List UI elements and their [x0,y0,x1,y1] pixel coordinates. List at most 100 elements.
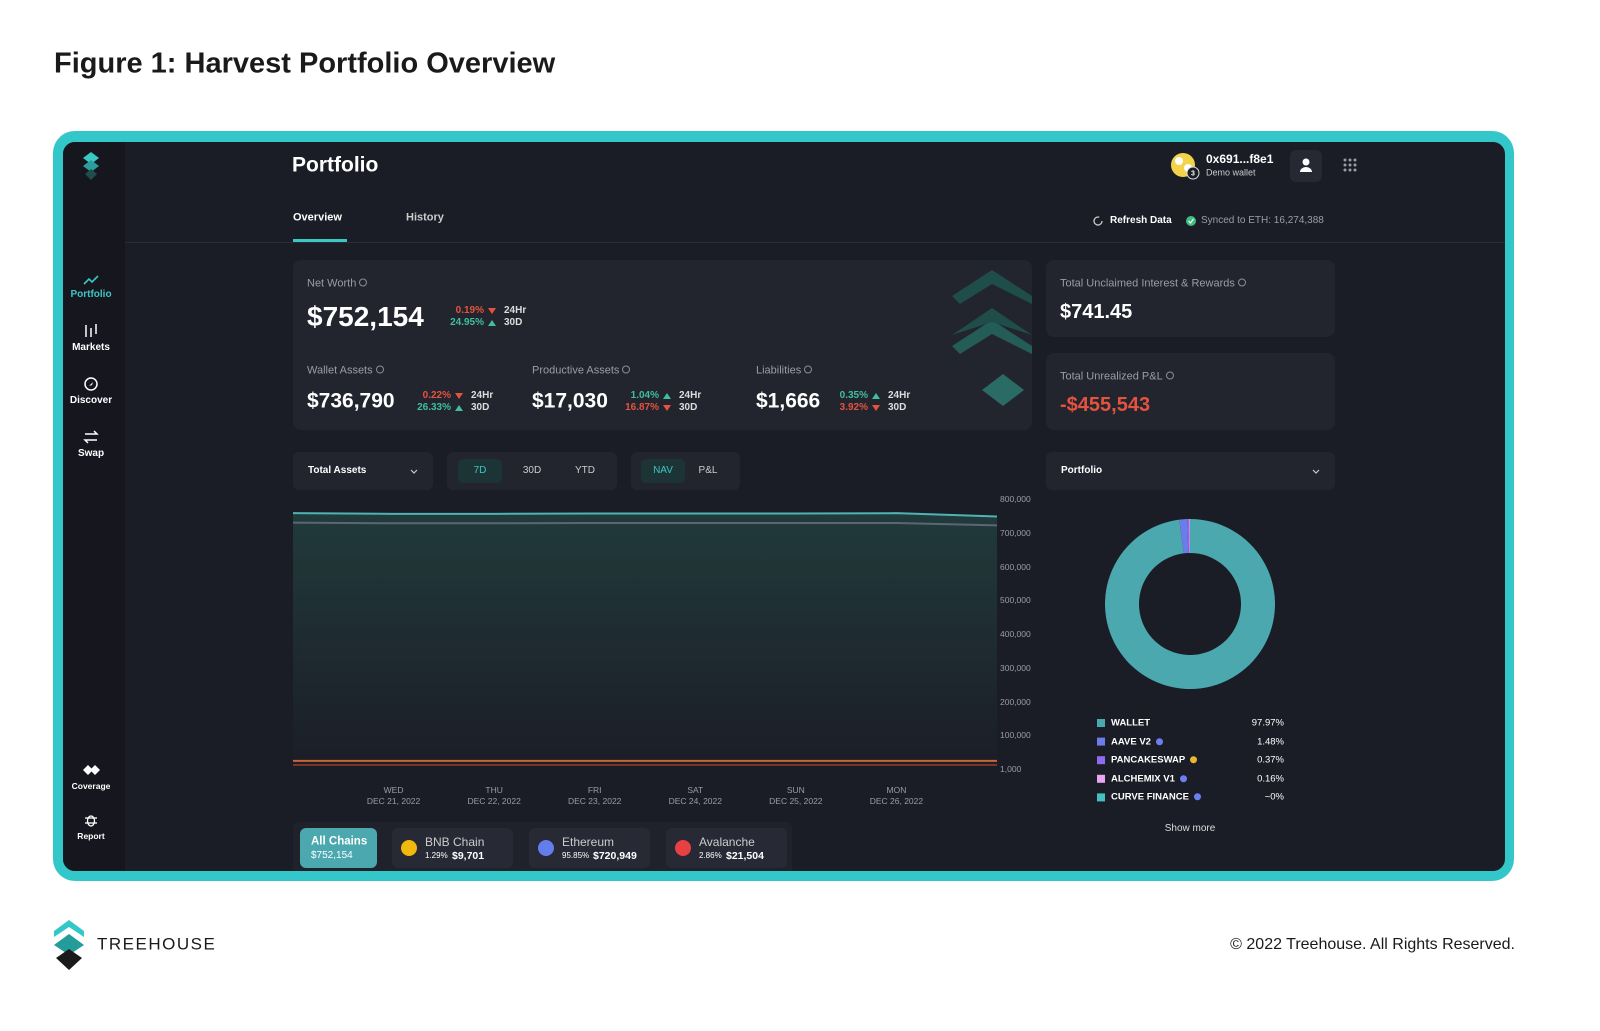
change-arrow [455,393,463,399]
chain-chip[interactable] [300,828,377,868]
y-tick-label: 1,000 [1000,763,1022,774]
change-pct: 1.04% [630,390,659,401]
nav-item[interactable]: Report [77,830,105,841]
y-tick-label: 500,000 [1000,595,1031,605]
info-icon [375,365,384,374]
tab[interactable]: Overview [293,211,342,224]
dropdown-label: Total Assets [308,465,367,476]
x-tick-weekday: FRI [587,784,602,795]
y-tick-label: 300,000 [1000,662,1031,673]
chain-pct: 95.85% [562,851,590,860]
legend-label: ALCHEMIX V1 [1111,774,1187,784]
chain-pct: 1.29% [425,851,448,860]
x-tick-weekday: MON [886,784,907,795]
range-button[interactable]: 7D [473,465,487,476]
footer-logo [54,920,84,970]
change-pct: 26.33% [417,401,451,413]
info-icon [622,365,631,374]
protocol-chain-icon [1193,793,1201,801]
chain-value: $21,504 [726,849,764,862]
legend-value: 0.37% [1257,754,1284,766]
protocol-chain-icon [1179,775,1187,783]
user-icon [1300,158,1312,172]
nav-item[interactable]: Portfolio [70,289,112,300]
discover-icon [84,377,98,391]
y-tick-label: 700,000 [1000,527,1031,538]
range-active [458,459,502,483]
pnl-value: -$455,543 [1060,394,1151,416]
wallet-address[interactable]: 0x691...f8e1 [1206,152,1274,166]
change-pct: 3.92% [839,401,868,413]
wallet-label: Demo wallet [1206,167,1256,178]
legend-label: WALLET [1111,717,1151,729]
info-icon [1165,371,1174,380]
metric-label: Productive Assets [532,365,631,377]
card-label: Net Worth [307,278,368,290]
footer-brand: TREEHOUSE [97,934,217,954]
chain-value: $752,154 [311,850,353,861]
net-worth-value: $752,154 [307,301,424,332]
refresh-button[interactable]: Refresh Data [1110,215,1172,226]
asset-dropdown[interactable] [293,452,433,490]
card-logo [952,270,1032,406]
nav-item[interactable]: Discover [69,395,113,406]
mode-button[interactable]: P&L [698,465,718,476]
nav-item[interactable]: Swap [77,448,105,459]
breakdown-dropdown[interactable] [1046,452,1335,490]
x-tick-label: DEC 26, 2022 [869,795,924,806]
info-icon [1237,278,1246,287]
page-title: Portfolio [292,153,379,177]
change-period: 30D [888,401,907,413]
change-period: 30D [471,401,490,413]
rewards-card [1046,260,1335,337]
y-tick-label: 800,000 [1000,493,1031,504]
legend-swatch [1097,756,1105,765]
legend-swatch [1097,774,1105,783]
avatar[interactable] [1171,153,1200,180]
divider [125,242,1505,243]
tab-underline [293,239,347,242]
legend-label: CURVE FINANCE [1111,793,1201,803]
change-arrow [663,404,671,411]
change-pct: 0.22% [422,390,451,401]
chain-name: BNB Chain [425,835,485,849]
x-tick-label: DEC 25, 2022 [769,795,823,806]
change-pct: 0.35% [839,390,868,401]
x-tick-weekday: WED [383,784,404,795]
card-label: Total Unclaimed Interest & Rewards [1060,278,1246,290]
x-tick-label: DEC 21, 2022 [366,795,421,806]
markets-icon [85,324,97,337]
change-period: 30D [504,316,523,328]
change-arrow [488,319,496,326]
legend-swatch [1097,719,1105,727]
show-more[interactable]: Show more [1164,823,1216,834]
protocol-chain-icon [1190,756,1198,764]
donut-slice [1179,519,1189,554]
coverage-icon [83,765,100,775]
refresh-icon[interactable] [1093,216,1103,226]
x-tick-weekday: SAT [687,784,704,795]
sidebar-logo [83,152,99,180]
range-button[interactable]: 30D [522,465,542,476]
sync-status: Synced to ETH: 16,274,388 [1201,215,1324,226]
x-tick-weekday: THU [485,784,503,795]
change-period: 24Hr [471,390,494,401]
apps-icon[interactable] [1343,158,1357,172]
range-button[interactable]: YTD [575,465,595,476]
figure-title: Figure 1: Harvest Portfolio Overview [54,47,556,80]
user-button[interactable] [1290,150,1322,182]
nav-item[interactable]: Coverage [71,780,111,791]
y-tick-label: 200,000 [1000,696,1031,707]
tab[interactable]: History [406,211,444,224]
info-icon [359,278,368,287]
mode-active [641,459,685,483]
report-icon [85,815,97,827]
y-tick-label: 400,000 [1000,628,1031,639]
nav-item[interactable]: Markets [72,342,110,353]
change-pct: 16.87% [625,401,659,413]
series-line [292,521,998,527]
change-period: 24Hr [504,305,527,316]
metric-value: $1,666 [756,389,821,413]
mode-button[interactable]: NAV [653,465,673,476]
